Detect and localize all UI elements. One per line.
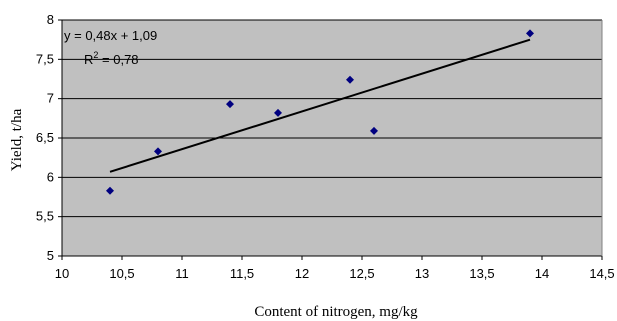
y-axis-title: Yield, t/ha [9,108,25,171]
data-point [226,100,234,109]
data-point [106,186,114,195]
data-points [106,29,534,195]
x-tick-label: 10 [55,266,69,281]
r-squared-r: R [84,52,93,67]
y-tick-label: 6,5 [36,130,54,145]
trendline [109,38,531,173]
x-tick-label: 10,5 [109,266,134,281]
data-point [154,147,162,156]
x-tick-label: 14,5 [589,266,614,281]
x-tick-label: 12 [295,266,309,281]
y-tick-label: 5,5 [36,209,54,224]
data-point [526,29,534,38]
r-squared-value: = 0,78 [98,52,138,67]
r-squared-superscript: 2 [93,50,98,60]
x-tick-label: 13,5 [469,266,494,281]
trendline-equation: y = 0,48x + 1,09 [64,28,157,43]
r-squared-label: R2 = 0,78 [84,50,139,67]
y-tick-label: 8 [47,12,54,27]
y-tick-labels: 5 5,5 6 6,5 7 7,5 8 [36,12,54,263]
data-point [274,108,282,117]
y-tick-label: 6 [47,169,54,184]
y-tick-label: 5 [47,248,54,263]
x-tick-label: 13 [415,266,429,281]
x-tick-label: 11 [175,266,189,281]
data-point [346,75,354,84]
x-tick-label: 11,5 [230,266,254,281]
x-axis-title: Content of nitrogen, mg/kg [254,304,418,320]
data-point [370,126,378,135]
y-tick-label: 7,5 [36,51,54,66]
x-tick-label: 14 [535,266,549,281]
y-tick-label: 7 [47,91,54,106]
x-tick-labels: 10 10,5 11 11,5 12 12,5 13 13,5 14 14,5 [55,266,615,281]
x-tick-label: 12,5 [349,266,374,281]
axes [61,20,603,257]
